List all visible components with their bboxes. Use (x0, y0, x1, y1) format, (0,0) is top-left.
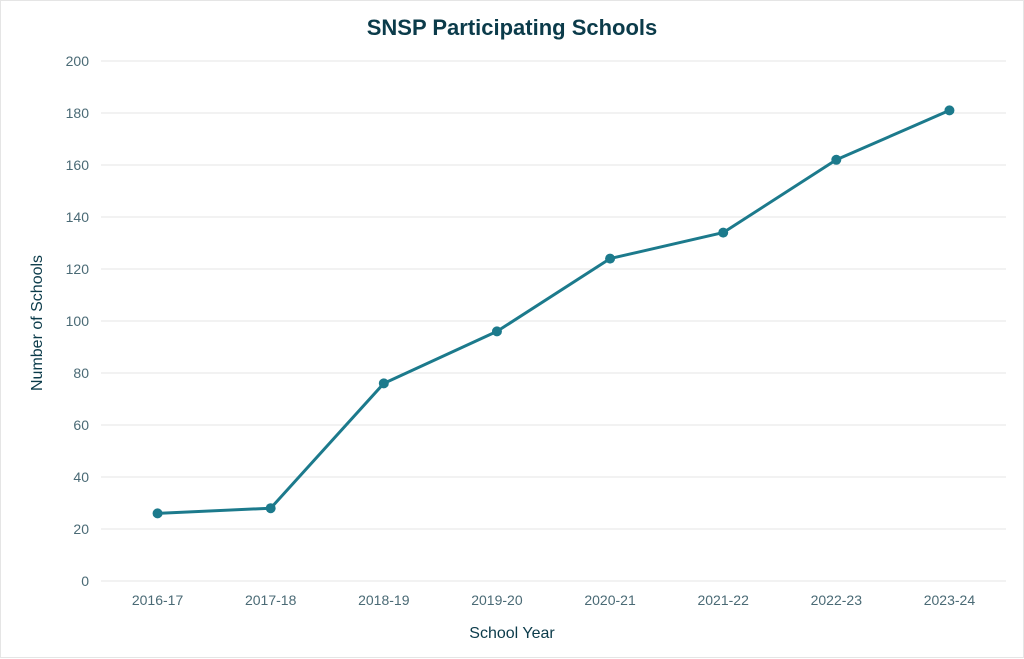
y-tick-label: 20 (73, 521, 89, 537)
y-tick-label: 180 (66, 105, 90, 121)
line-chart: 0 20 40 60 80 100 120 140 160 180 200 2016-17 2017-1… (1, 1, 1024, 659)
x-tick-label: 2019-20 (471, 592, 523, 608)
x-tick-label: 2020-21 (584, 592, 636, 608)
x-tick-label: 2022-23 (811, 592, 863, 608)
y-tick-label: 60 (73, 417, 89, 433)
data-point (605, 254, 615, 264)
data-point (379, 378, 389, 388)
x-tick-label: 2018-19 (358, 592, 410, 608)
data-point (718, 228, 728, 238)
x-tick-label: 2017-18 (245, 592, 297, 608)
data-point (944, 105, 954, 115)
x-tick-label: 2016-17 (132, 592, 184, 608)
data-point (831, 155, 841, 165)
y-tick-label: 100 (66, 313, 90, 329)
data-point (492, 326, 502, 336)
data-point (266, 503, 276, 513)
y-tick-label: 0 (81, 573, 89, 589)
y-tick-label: 140 (66, 209, 90, 225)
x-tick-label: 2023-24 (924, 592, 976, 608)
y-tick-label: 200 (66, 53, 90, 69)
y-tick-label: 80 (73, 365, 89, 381)
x-tick-label: 2021-22 (697, 592, 749, 608)
y-tick-label: 120 (66, 261, 90, 277)
series-line (158, 110, 950, 513)
y-tick-label: 40 (73, 469, 89, 485)
chart-container: SNSP Participating Schools Number of Sch… (0, 0, 1024, 658)
data-point (153, 508, 163, 518)
y-tick-label: 160 (66, 157, 90, 173)
